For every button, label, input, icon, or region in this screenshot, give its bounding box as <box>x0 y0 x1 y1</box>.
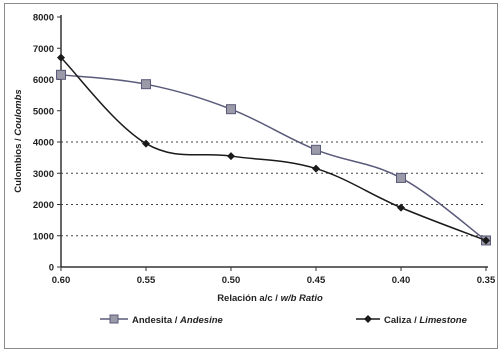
legend: Andesita / Andesine Caliza / Limestone <box>100 314 468 326</box>
y-tick-label: 8000 <box>33 13 54 24</box>
legend-label-limestone: Caliza / Limestone <box>384 315 468 326</box>
x-tick-labels: 0.60 0.55 0.50 0.45 0.40 0.35 <box>52 267 496 286</box>
data-point-andesite <box>396 172 406 183</box>
y-tick-label: 5000 <box>33 106 54 117</box>
data-point-andesite <box>311 144 321 155</box>
data-point-andesite <box>226 104 236 115</box>
data-point-limestone <box>312 164 320 173</box>
data-point-andesite <box>141 79 151 90</box>
y-tick-label: 2000 <box>33 200 54 211</box>
x-tick-label: 0.35 <box>477 275 496 286</box>
data-point-andesite <box>56 69 66 80</box>
data-point-limestone <box>57 53 65 62</box>
legend-marker-limestone <box>364 315 372 323</box>
y-tick-label: 0 <box>49 263 54 274</box>
y-tick-label: 6000 <box>33 75 54 86</box>
y-tick-labels: 0 1000 2000 3000 4000 5000 6000 7000 8000 <box>33 13 61 274</box>
data-point-limestone <box>482 236 490 245</box>
series-layer <box>56 53 491 246</box>
data-point-limestone <box>142 139 150 148</box>
legend-label-andesite: Andesita / Andesine <box>132 315 224 326</box>
y-tick-label: 1000 <box>33 231 54 242</box>
legend-item-andesite: Andesita / Andesine <box>100 314 224 326</box>
axes <box>60 15 488 268</box>
series-line-limestone <box>60 57 487 242</box>
x-tick-label: 0.50 <box>222 275 241 286</box>
x-tick-label: 0.55 <box>137 275 156 286</box>
chart-frame <box>4 3 498 349</box>
x-tick-label: 0.40 <box>392 275 411 286</box>
x-axis-title: Relación a/c / w/b Ratio <box>217 293 323 304</box>
data-point-limestone <box>397 203 405 212</box>
legend-marker-andesite <box>109 314 119 324</box>
x-tick-label: 0.60 <box>52 275 71 286</box>
y-tick-label: 4000 <box>33 138 54 149</box>
y-tick-label: 3000 <box>33 169 54 180</box>
y-axis-title: Culombios / Coulombs <box>13 89 24 192</box>
legend-item-limestone: Caliza / Limestone <box>356 315 468 326</box>
y-tick-label: 7000 <box>33 44 54 55</box>
x-tick-label: 0.45 <box>307 275 326 286</box>
series-line-andesite <box>60 74 487 242</box>
data-point-limestone <box>227 152 235 161</box>
gridlines <box>61 141 486 237</box>
